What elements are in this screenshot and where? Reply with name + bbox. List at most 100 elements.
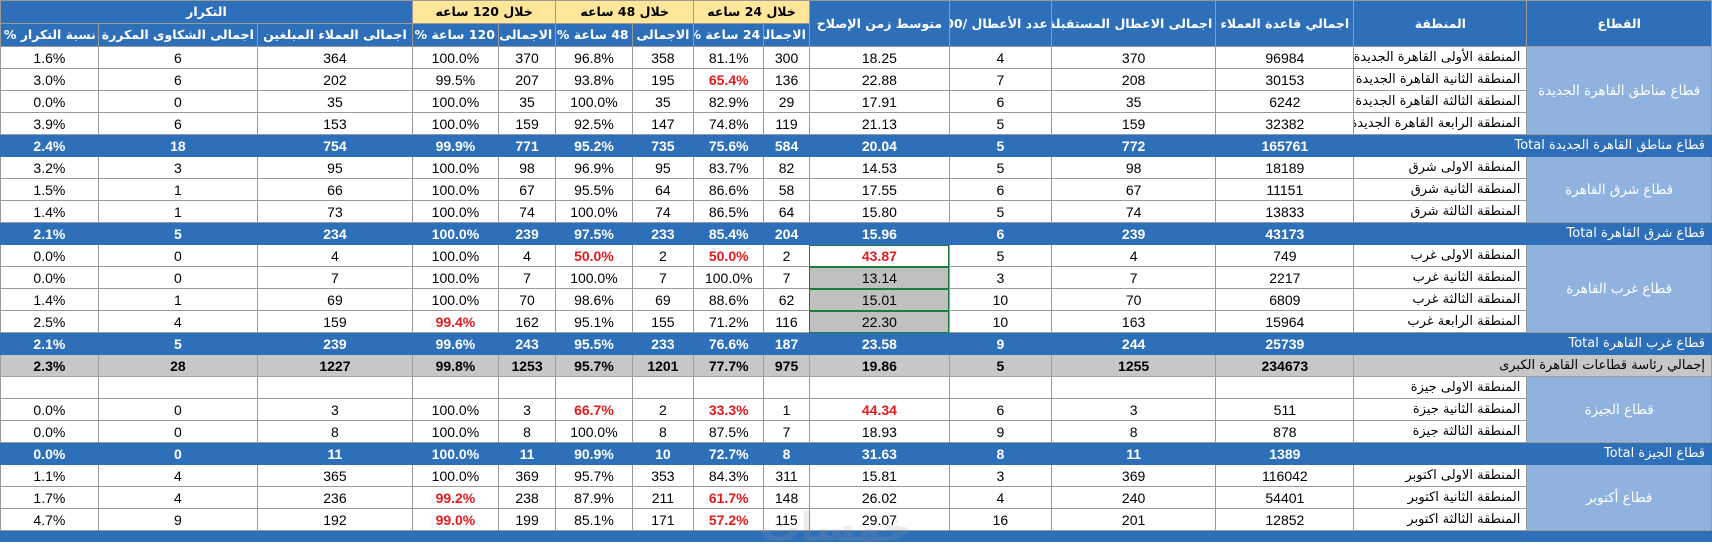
pct-120-cell[interactable]: 100.0%: [411, 200, 499, 223]
customers-cell[interactable]: 6809: [1215, 288, 1355, 311]
customers-cell[interactable]: 2217: [1215, 266, 1355, 289]
col-pct-48[interactable]: 48 ساعة %: [555, 23, 633, 47]
faults-cell[interactable]: [1050, 530, 1217, 542]
pct-24-cell[interactable]: 33.3%: [693, 398, 765, 421]
pct-24-cell[interactable]: 65.4%: [693, 68, 765, 91]
total-48-cell[interactable]: 2: [631, 244, 695, 267]
total-24-cell[interactable]: 115: [763, 508, 810, 531]
col-total-24[interactable]: الاجمالى: [763, 23, 810, 47]
col-reporting[interactable]: اجمالى العملاء المبلغين: [256, 23, 413, 47]
pct-24-cell[interactable]: 84.3%: [693, 464, 765, 487]
reporting-cell[interactable]: 3: [256, 398, 413, 421]
total-24-cell[interactable]: 300: [763, 46, 810, 69]
group-24h[interactable]: خلال 24 ساعه: [693, 0, 810, 24]
repeated-cell[interactable]: 9: [97, 508, 258, 531]
total-label[interactable]: قطاع غرب القاهرة Total: [1353, 332, 1712, 355]
customers-cell[interactable]: 12852: [1215, 508, 1355, 531]
avg-repair-cell[interactable]: 22.88: [808, 68, 950, 91]
total-24-cell[interactable]: 204: [763, 222, 810, 245]
pct-48-cell[interactable]: [555, 530, 633, 542]
total-48-cell[interactable]: 358: [631, 46, 695, 69]
faults-cell[interactable]: 201: [1050, 508, 1217, 531]
per1000-cell[interactable]: [948, 376, 1052, 399]
repeat-pct-cell[interactable]: 0.0%: [0, 398, 99, 421]
total-120-cell[interactable]: [497, 376, 557, 399]
avg-repair-cell[interactable]: 31.63: [808, 442, 950, 465]
pct-24-cell[interactable]: 87.5%: [693, 420, 765, 443]
pct-120-cell[interactable]: 100.0%: [411, 420, 499, 443]
repeated-cell[interactable]: 0: [97, 90, 258, 113]
pct-120-cell[interactable]: [411, 530, 499, 542]
total-24-cell[interactable]: 116: [763, 310, 810, 333]
customers-cell[interactable]: 15964: [1215, 310, 1355, 333]
customers-cell[interactable]: 234673: [1215, 354, 1355, 377]
per1000-cell[interactable]: 6: [948, 222, 1052, 245]
repeat-pct-cell[interactable]: 0.0%: [0, 442, 99, 465]
pct-24-cell[interactable]: 83.7%: [693, 156, 765, 179]
customers-cell[interactable]: 511: [1215, 398, 1355, 421]
total-48-cell[interactable]: 74: [631, 200, 695, 223]
sector-cell[interactable]: قطاع أكتوبر: [1526, 464, 1712, 531]
region-cell[interactable]: المنطقة الثالثة القاهرة الجديدة: [1353, 90, 1528, 113]
sector-cell[interactable]: قطاع شرق القاهرة: [1526, 156, 1712, 223]
total-24-cell[interactable]: 136: [763, 68, 810, 91]
customers-cell[interactable]: 13833: [1215, 200, 1355, 223]
pct-24-cell[interactable]: [693, 530, 765, 542]
customers-cell[interactable]: 43173: [1215, 222, 1355, 245]
pct-24-cell[interactable]: 57.2%: [693, 508, 765, 531]
total-24-cell[interactable]: [763, 376, 810, 399]
total-48-cell[interactable]: 95: [631, 156, 695, 179]
avg-repair-cell[interactable]: 22.30: [808, 310, 950, 333]
pct-48-cell[interactable]: 95.5%: [555, 178, 633, 201]
repeat-pct-cell[interactable]: 4.7%: [0, 508, 99, 531]
pct-120-cell[interactable]: 99.4%: [411, 310, 499, 333]
pct-24-cell[interactable]: 77.7%: [693, 354, 765, 377]
per1000-cell[interactable]: 3: [948, 464, 1052, 487]
reporting-cell[interactable]: 365: [256, 464, 413, 487]
faults-cell[interactable]: 772: [1050, 134, 1217, 157]
customers-cell[interactable]: 54401: [1215, 486, 1355, 509]
reporting-cell[interactable]: 69: [256, 288, 413, 311]
avg-repair-cell[interactable]: 43.87: [808, 244, 950, 267]
repeat-pct-cell[interactable]: 2.1%: [0, 332, 99, 355]
customers-cell[interactable]: 25739: [1215, 332, 1355, 355]
region-cell[interactable]: المنطقة الثانية غرب: [1353, 266, 1528, 289]
avg-repair-cell[interactable]: 18.25: [808, 46, 950, 69]
pct-48-cell[interactable]: 95.1%: [555, 310, 633, 333]
repeat-pct-cell[interactable]: [0, 530, 99, 542]
per1000-cell[interactable]: 8: [948, 442, 1052, 465]
total-24-cell[interactable]: [763, 530, 810, 542]
pct-48-cell[interactable]: 50.0%: [555, 244, 633, 267]
pct-24-cell[interactable]: 81.1%: [693, 46, 765, 69]
faults-cell[interactable]: 369: [1050, 464, 1217, 487]
total-120-cell[interactable]: 771: [497, 134, 557, 157]
pct-120-cell[interactable]: 100.0%: [411, 442, 499, 465]
col-faults[interactable]: اجمالى الاعطال المستقبلة: [1050, 0, 1217, 47]
pct-120-cell[interactable]: 100.0%: [411, 398, 499, 421]
faults-cell[interactable]: 98: [1050, 156, 1217, 179]
total-48-cell[interactable]: 233: [631, 332, 695, 355]
total-120-cell[interactable]: 98: [497, 156, 557, 179]
pct-48-cell[interactable]: 95.7%: [555, 464, 633, 487]
pct-120-cell[interactable]: 99.8%: [411, 354, 499, 377]
reporting-cell[interactable]: 236: [256, 486, 413, 509]
avg-repair-cell[interactable]: 15.01: [808, 288, 950, 311]
pct-48-cell[interactable]: 95.2%: [555, 134, 633, 157]
avg-repair-cell[interactable]: 15.81: [808, 464, 950, 487]
per1000-cell[interactable]: [948, 530, 1052, 542]
repeated-cell[interactable]: 5: [97, 332, 258, 355]
region-cell[interactable]: المنطقة الاولى جيزة: [1353, 376, 1528, 399]
col-avg-repair[interactable]: متوسط زمن الإصلاح: [808, 0, 950, 47]
reporting-cell[interactable]: 35: [256, 90, 413, 113]
per1000-cell[interactable]: 5: [948, 244, 1052, 267]
faults-cell[interactable]: 244: [1050, 332, 1217, 355]
repeat-pct-cell[interactable]: 0.0%: [0, 244, 99, 267]
total-label[interactable]: قطاع شرق القاهرة Total: [1353, 222, 1712, 245]
total-48-cell[interactable]: [631, 376, 695, 399]
col-pct-24[interactable]: 24 ساعة %: [693, 23, 765, 47]
pct-24-cell[interactable]: 76.6%: [693, 332, 765, 355]
customers-cell[interactable]: 1389: [1215, 442, 1355, 465]
pct-48-cell[interactable]: 96.8%: [555, 46, 633, 69]
per1000-cell[interactable]: 9: [948, 420, 1052, 443]
pct-120-cell[interactable]: 100.0%: [411, 112, 499, 135]
